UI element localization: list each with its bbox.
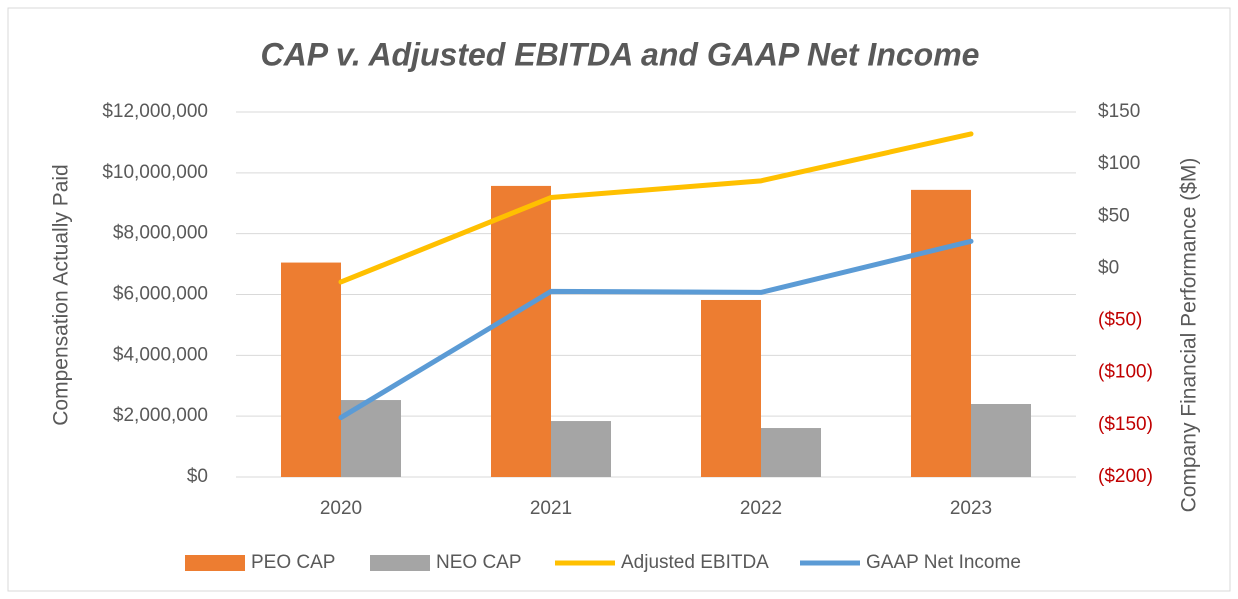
y-tick-label: $8,000,000 (113, 223, 208, 244)
bar (701, 299, 761, 477)
x-tick-label: 2021 (530, 498, 572, 519)
chart-border (7, 7, 1231, 592)
line-series (338, 131, 974, 285)
bar (761, 428, 821, 477)
y-axis-title: Compensation Actually Paid (50, 164, 73, 426)
y2-tick-label: $0 (1098, 257, 1119, 278)
y2-tick-label: $100 (1098, 153, 1140, 174)
y2-axis-title: Company Financial Performance ($M) (1178, 158, 1201, 513)
legend-swatch (370, 555, 430, 571)
bar (491, 185, 551, 477)
legend-label: PEO CAP (251, 552, 335, 573)
y2-tick-label: ($150) (1098, 414, 1153, 435)
y-tick-label: $10,000,000 (102, 162, 208, 183)
legend-label: Adjusted EBITDA (621, 552, 769, 573)
y2-tick-label: $150 (1098, 101, 1140, 122)
y-tick-label: $2,000,000 (113, 405, 208, 426)
legend-swatch (185, 555, 245, 571)
legend-label: NEO CAP (436, 552, 522, 573)
y-tick-label: $4,000,000 (113, 344, 208, 365)
bar (971, 404, 1031, 477)
y2-tick-label: $50 (1098, 205, 1130, 226)
y-tick-label: $12,000,000 (102, 101, 208, 122)
y-tick-label: $6,000,000 (113, 284, 208, 305)
y2-tick-label: ($100) (1098, 362, 1153, 383)
x-tick-label: 2022 (740, 498, 782, 519)
bar (911, 189, 971, 477)
legend-label: GAAP Net Income (866, 552, 1021, 573)
x-tick-label: 2023 (950, 498, 992, 519)
bar (281, 262, 341, 477)
chart-title: CAP v. Adjusted EBITDA and GAAP Net Inco… (261, 36, 980, 72)
line-series (338, 238, 974, 421)
y2-tick-label: ($200) (1098, 466, 1153, 487)
bar (551, 421, 611, 477)
y2-tick-label: ($50) (1098, 310, 1142, 331)
y-tick-label: $0 (187, 466, 208, 487)
x-tick-label: 2020 (320, 498, 362, 519)
